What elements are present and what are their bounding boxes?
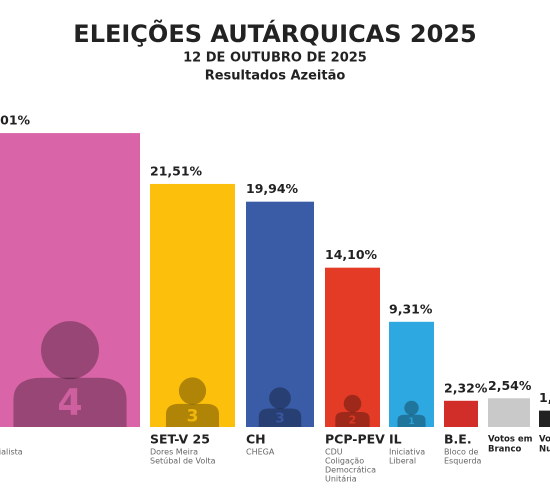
bar: [0, 133, 140, 427]
category-label: SET-V 25: [150, 432, 210, 447]
value-label: 2,54%: [488, 378, 532, 393]
category-description: CHEGA: [246, 448, 275, 457]
seat-count: 1: [408, 417, 414, 427]
chart-subtitle: Resultados Azeitão: [205, 69, 346, 84]
chart-subtitle: 12 DE OUTUBRO DE 2025: [183, 51, 367, 66]
seat-count: 2: [349, 413, 357, 426]
bar: [389, 321, 434, 427]
seat-count: 4: [57, 381, 82, 424]
category-description: Liberal: [389, 457, 416, 466]
category-label: Branco: [488, 445, 521, 455]
seat-icon-body: [397, 414, 426, 427]
seat-icon-head: [41, 321, 99, 380]
category-description: Coligação: [325, 457, 364, 466]
value-label: 19,94%: [246, 181, 299, 196]
bar: [150, 183, 235, 427]
seat-count: 3: [187, 407, 199, 427]
category-description: Iniciativa: [389, 448, 425, 457]
chart-title: ELEIÇÕES AUTÁRQUICAS 2025: [73, 18, 476, 48]
value-label: 26,01%: [0, 113, 31, 128]
bar: [325, 267, 380, 427]
category-label: Nulos: [539, 445, 550, 455]
seat-icon-body: [335, 412, 370, 427]
bar: [488, 398, 530, 427]
value-label: 1,45%: [539, 390, 550, 405]
value-label: 9,31%: [389, 301, 433, 316]
bar: [539, 410, 550, 427]
bar: [246, 201, 314, 427]
seat-icon-head: [269, 387, 291, 410]
category-description: CDU: [325, 448, 343, 457]
seat-icon-head: [178, 377, 207, 405]
seat-icon-body: [258, 408, 302, 427]
category-description: Dores Meira: [150, 448, 198, 457]
category-label: Votos: [539, 435, 550, 445]
category-label: Votos em: [488, 435, 533, 445]
category-description: Bloco de: [444, 448, 479, 457]
category-label: PCP-PEV: [325, 432, 385, 447]
seat-icon-body: [165, 403, 220, 427]
category-description: Esquerda: [444, 457, 482, 466]
category-description: Setúbal de Volta: [150, 457, 216, 466]
category-description: Unitária: [325, 475, 357, 484]
value-label: 21,51%: [150, 163, 203, 178]
category-label: IL: [389, 432, 402, 447]
value-label: 2,32%: [444, 380, 488, 395]
category-description: Democrática: [325, 466, 376, 475]
bar: [444, 400, 478, 427]
seat-icon-body: [13, 377, 127, 427]
seat-icon-head: [343, 394, 362, 413]
category-description: Partido Socialista: [0, 448, 23, 457]
category-label: B.E.: [444, 432, 472, 447]
category-label: CH: [246, 432, 266, 447]
seat-icon-head: [404, 400, 419, 416]
value-label: 14,10%: [325, 247, 378, 262]
seat-count: 3: [275, 411, 284, 427]
